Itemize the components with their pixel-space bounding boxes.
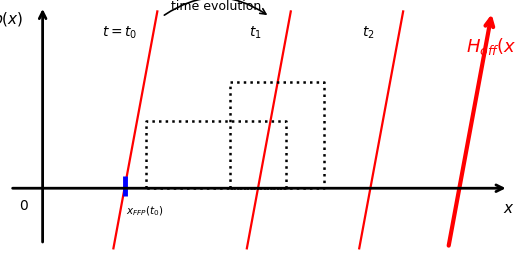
Text: $t_2$: $t_2$ [362,25,375,41]
Text: $H_{off}(x,t)$: $H_{off}(x,t)$ [466,36,516,57]
Text: $t_1$: $t_1$ [249,25,262,41]
Text: $t = t_0$: $t = t_0$ [102,25,138,41]
Text: time evolution: time evolution [171,0,261,13]
Text: $x$: $x$ [503,201,514,216]
Text: $0$: $0$ [19,199,29,213]
Text: $x_{FFP}(t_0)$: $x_{FFP}(t_0)$ [126,204,164,218]
Text: $\rho(x)$: $\rho(x)$ [0,10,23,29]
